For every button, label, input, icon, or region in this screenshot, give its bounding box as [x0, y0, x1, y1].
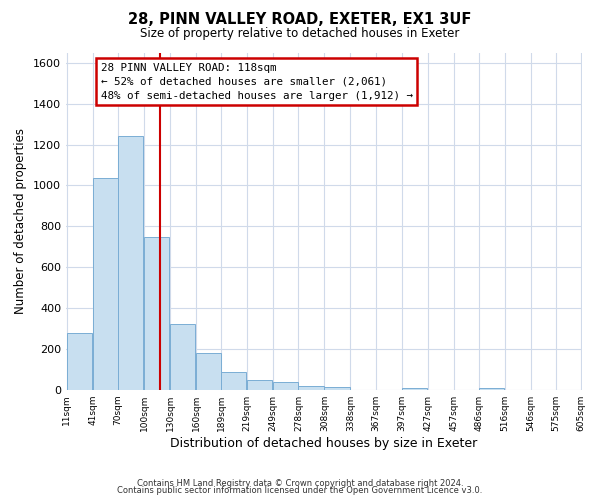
Text: Contains public sector information licensed under the Open Government Licence v3: Contains public sector information licen… [118, 486, 482, 495]
Y-axis label: Number of detached properties: Number of detached properties [14, 128, 28, 314]
Bar [144, 236, 169, 390]
Text: 28, PINN VALLEY ROAD, EXETER, EX1 3UF: 28, PINN VALLEY ROAD, EXETER, EX1 3UF [128, 12, 472, 28]
Text: Contains HM Land Registry data © Crown copyright and database right 2024.: Contains HM Land Registry data © Crown c… [137, 478, 463, 488]
Bar [196, 353, 221, 390]
Bar [479, 388, 504, 390]
Bar [273, 382, 298, 390]
Bar [221, 372, 247, 390]
Bar [325, 387, 350, 390]
X-axis label: Distribution of detached houses by size in Exeter: Distribution of detached houses by size … [170, 437, 478, 450]
Bar [298, 386, 323, 390]
Bar [247, 380, 272, 390]
Text: 28 PINN VALLEY ROAD: 118sqm
← 52% of detached houses are smaller (2,061)
48% of : 28 PINN VALLEY ROAD: 118sqm ← 52% of det… [101, 62, 413, 100]
Bar [170, 324, 195, 390]
Bar [67, 332, 92, 390]
Bar [118, 136, 143, 390]
Bar [93, 178, 118, 390]
Bar [401, 388, 427, 390]
Text: Size of property relative to detached houses in Exeter: Size of property relative to detached ho… [140, 28, 460, 40]
